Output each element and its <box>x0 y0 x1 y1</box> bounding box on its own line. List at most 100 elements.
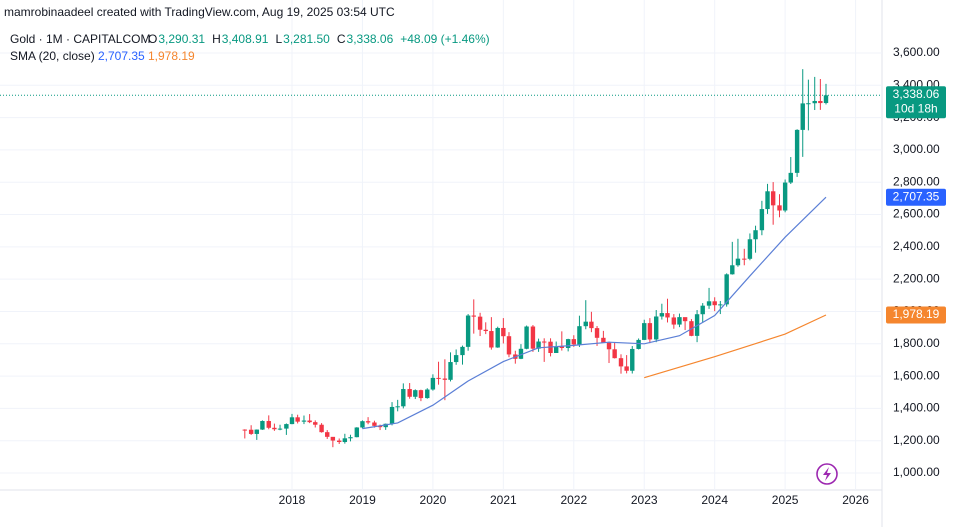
candle-body <box>254 429 259 434</box>
candle-body <box>730 265 735 275</box>
candle-body <box>272 427 277 430</box>
candle-body <box>618 358 624 367</box>
candle-body <box>313 422 318 425</box>
x-tick-label: 2025 <box>772 493 799 507</box>
price-tag-label: 2,707.35 <box>893 189 940 203</box>
candle-body <box>788 172 793 183</box>
candle-body <box>706 301 712 306</box>
candle-body <box>589 321 594 329</box>
ohlc-key: H <box>212 32 221 46</box>
candle-body <box>407 389 412 397</box>
candle-body <box>524 326 529 349</box>
candle-body <box>624 366 629 371</box>
candle-body <box>735 258 741 266</box>
candle-body <box>389 406 395 424</box>
y-tick-label: 1,600.00 <box>893 368 940 382</box>
candle-body <box>425 389 430 399</box>
candle-body <box>465 315 471 347</box>
y-tick-label: 1,200.00 <box>893 433 940 447</box>
candle-body <box>242 429 248 431</box>
candle-body <box>665 313 670 318</box>
candle-body <box>753 230 758 240</box>
candle-body <box>747 239 753 259</box>
candle-body <box>818 100 823 104</box>
y-tick-label: 1,000.00 <box>893 465 940 479</box>
attribution: mamrobinaadeel created with TradingView.… <box>4 5 395 19</box>
ohlc-value: 3,290.31 <box>158 32 205 46</box>
change: +48.09 (+1.46%) <box>400 32 489 46</box>
ohlc-key: C <box>337 32 346 46</box>
y-tick-label: 2,600.00 <box>893 207 940 221</box>
candle-body <box>800 103 805 130</box>
axis-labels: 1,000.00 1,200.00 1,400.00 1,600.00 1,800.00… <box>279 45 946 507</box>
candle-body <box>759 209 765 231</box>
price-tag-label: 3,338.06 <box>893 87 940 101</box>
candle-body <box>601 337 606 343</box>
candle-body <box>630 348 635 371</box>
logo-ring[interactable] <box>816 463 838 485</box>
candle-body <box>782 182 788 211</box>
candle-body <box>812 100 817 104</box>
logo-bolt[interactable] <box>823 467 831 481</box>
candle-body <box>712 301 717 306</box>
legend-title: Gold · 1M · CAPITALCOM <box>10 32 150 46</box>
price-tag <box>886 306 946 324</box>
candle-body <box>559 346 565 348</box>
candle-body <box>301 420 307 422</box>
candle-body <box>319 424 324 433</box>
candle-body <box>448 362 453 380</box>
candle-body <box>542 341 547 343</box>
candle-body <box>360 421 365 428</box>
plot <box>0 69 882 448</box>
y-tick-label: 2,800.00 <box>893 174 940 188</box>
indicator-value: 1,978.19 <box>148 49 195 63</box>
x-tick-label: 2024 <box>701 493 728 507</box>
candle-body <box>307 420 312 423</box>
candle-body <box>671 317 677 325</box>
candle-body <box>337 440 342 443</box>
x-tick-label: 2020 <box>420 493 447 507</box>
candle-body <box>442 378 448 380</box>
candle-body <box>823 95 829 104</box>
candle-body <box>806 103 811 105</box>
candle-body <box>453 355 459 363</box>
candle-body <box>460 346 465 356</box>
y-tick-label: 2,200.00 <box>893 271 940 285</box>
candle-body <box>677 317 682 325</box>
candle-body <box>260 421 265 430</box>
x-tick-label: 2026 <box>842 493 869 507</box>
candle-body <box>724 274 729 305</box>
indicator-name: SMA (20, close) <box>10 49 95 63</box>
indicator-value: 2,707.35 <box>98 49 145 63</box>
candle-body <box>577 326 582 345</box>
sma-line <box>362 196 827 430</box>
candle-body <box>489 331 494 348</box>
price-tag-label: 1,978.19 <box>893 307 940 321</box>
candle-body <box>284 424 289 429</box>
candle-body <box>612 349 617 359</box>
candle-body <box>395 406 400 408</box>
candle-body <box>718 304 723 306</box>
candle-body <box>501 327 506 337</box>
candle-body <box>636 339 641 349</box>
candle-body <box>436 377 441 379</box>
price-tag <box>886 188 946 206</box>
candle-body <box>682 317 688 322</box>
candle-body <box>377 425 383 428</box>
ohlc-value: 3,408.91 <box>222 32 269 46</box>
price-tag-countdown: 10d 18h <box>894 101 937 115</box>
candle-body <box>277 428 283 430</box>
candle-body <box>418 390 424 399</box>
candle-body <box>495 327 500 348</box>
y-tick-label: 2,400.00 <box>893 239 940 253</box>
candle-body <box>770 191 776 206</box>
y-tick-label: 1,800.00 <box>893 336 940 350</box>
candle-body <box>565 339 571 348</box>
candle-body <box>289 417 295 425</box>
candle-body <box>606 342 612 350</box>
candle-body <box>642 323 647 340</box>
candle-body <box>295 417 300 422</box>
ohlc-legend: O 3,290.31 H 3,408.91 L 3,281.50 C 3,338.06 <box>148 32 394 46</box>
logo[interactable] <box>816 463 838 485</box>
candle-body <box>430 377 436 390</box>
